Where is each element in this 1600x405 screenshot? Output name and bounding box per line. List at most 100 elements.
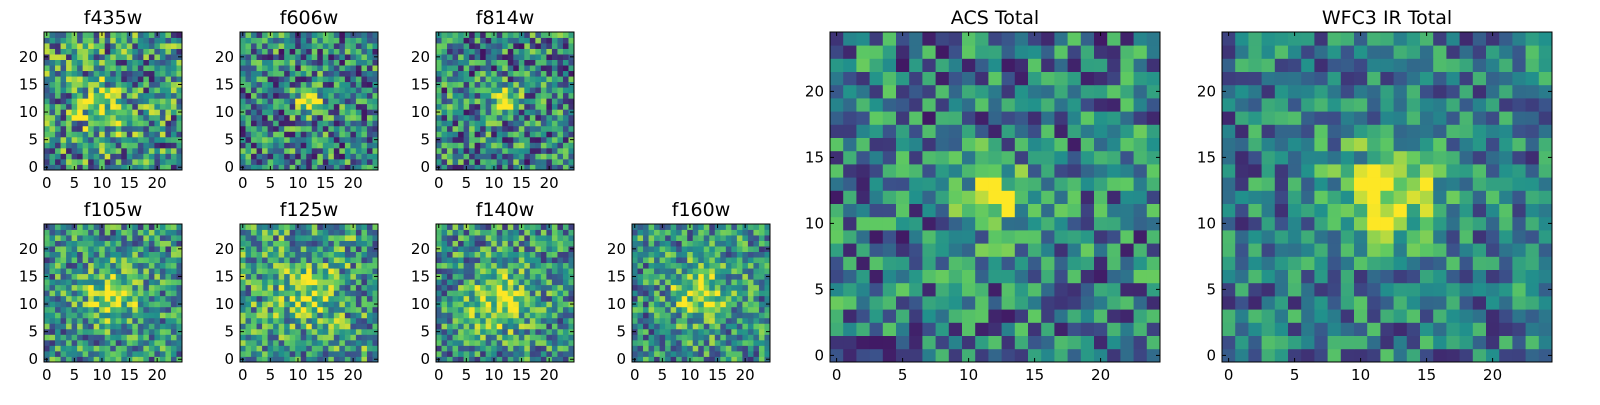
heatmap-cell: [671, 323, 677, 329]
heatmap-cell: [301, 49, 307, 55]
heatmap-cell: [458, 285, 464, 291]
heatmap-cell: [508, 82, 514, 88]
heatmap-cell: [301, 93, 307, 99]
heatmap-cell: [273, 329, 279, 335]
heatmap-cell: [110, 148, 116, 154]
heatmap-cell: [61, 76, 67, 82]
heatmap-cell: [251, 323, 257, 329]
heatmap-cell: [671, 351, 677, 357]
heatmap-cell: [83, 32, 89, 38]
heatmap-cell: [731, 257, 737, 263]
heatmap-cell: [720, 224, 726, 230]
heatmap-cell: [949, 309, 963, 323]
heatmap-cell: [508, 159, 514, 165]
heatmap-cell: [323, 307, 329, 313]
heatmap-cell: [486, 301, 492, 307]
heatmap-cell: [720, 268, 726, 274]
heatmap-cell: [508, 312, 514, 318]
heatmap-cell: [284, 246, 290, 252]
heatmap-cell: [497, 87, 503, 93]
heatmap-cell: [290, 241, 296, 247]
heatmap-cell: [535, 279, 541, 285]
heatmap-cell: [475, 329, 481, 335]
heatmap-cell: [491, 241, 497, 247]
heatmap-cell: [99, 38, 105, 44]
heatmap-cell: [94, 104, 100, 110]
heatmap-cell: [138, 329, 144, 335]
heatmap-cell: [149, 159, 155, 165]
heatmap-cell: [1054, 256, 1068, 270]
heatmap-cell: [72, 148, 78, 154]
heatmap-cell: [361, 131, 367, 137]
heatmap-cell: [649, 296, 655, 302]
heatmap-cell: [323, 82, 329, 88]
heatmap-cell: [306, 274, 312, 280]
heatmap-cell: [883, 164, 897, 178]
heatmap-cell: [339, 142, 345, 148]
heatmap-cell: [486, 159, 492, 165]
heatmap-cell: [715, 307, 721, 313]
heatmap-cell: [77, 323, 83, 329]
heatmap-cell: [55, 65, 61, 71]
heatmap-cell: [138, 82, 144, 88]
heatmap-cell: [480, 54, 486, 60]
heatmap-cell: [323, 268, 329, 274]
heatmap-cell: [61, 93, 67, 99]
heatmap-cell: [268, 257, 274, 263]
heatmap-cell: [105, 54, 111, 60]
heatmap-cell: [262, 246, 268, 252]
heatmap-cell: [317, 76, 323, 82]
heatmap-cell: [50, 87, 56, 93]
heatmap-cell: [367, 252, 373, 258]
heatmap-cell: [909, 309, 923, 323]
heatmap-cell: [268, 71, 274, 77]
heatmap-cell: [469, 323, 475, 329]
heatmap-cell: [154, 307, 160, 313]
heatmap-cell: [160, 274, 166, 280]
heatmap-cell: [246, 263, 252, 269]
heatmap-cell: [535, 246, 541, 252]
heatmap-cell: [638, 307, 644, 313]
heatmap-cell: [312, 32, 318, 38]
heatmap-cell: [154, 296, 160, 302]
heatmap-cell: [524, 126, 530, 132]
heatmap-cell: [350, 115, 356, 121]
heatmap-cell: [502, 235, 508, 241]
heatmap-cell: [257, 257, 263, 263]
heatmap-cell: [273, 323, 279, 329]
heatmap-cell: [1015, 309, 1029, 323]
heatmap-cell: [290, 224, 296, 230]
heatmap-cell: [121, 285, 127, 291]
heatmap-cell: [524, 148, 530, 154]
heatmap-cell: [328, 54, 334, 60]
heatmap-cell: [1068, 309, 1082, 323]
heatmap-cell: [301, 241, 307, 247]
heatmap-cell: [475, 279, 481, 285]
heatmap-cell: [436, 307, 442, 313]
heatmap-cell: [257, 126, 263, 132]
heatmap-cell: [687, 230, 693, 236]
heatmap-cell: [273, 65, 279, 71]
heatmap-cell: [127, 290, 133, 296]
heatmap-cell: [546, 257, 552, 263]
heatmap-cell: [367, 340, 373, 346]
heatmap-cell: [116, 32, 122, 38]
heatmap-cell: [524, 345, 530, 351]
heatmap-cell: [306, 38, 312, 44]
heatmap-cell: [442, 49, 448, 55]
heatmap-cell: [524, 49, 530, 55]
heatmap-cell: [541, 351, 547, 357]
heatmap-cell: [246, 329, 252, 335]
panel-title: f140w: [476, 199, 535, 221]
heatmap-cell: [143, 104, 149, 110]
heatmap-cell: [88, 345, 94, 351]
heatmap-cell: [731, 340, 737, 346]
heatmap-cell: [132, 263, 138, 269]
heatmap-cell: [94, 301, 100, 307]
heatmap-cell: [726, 285, 732, 291]
heatmap-cell: [936, 243, 950, 257]
heatmap-cell: [530, 285, 536, 291]
heatmap-cell: [77, 120, 83, 126]
heatmap-cell: [99, 345, 105, 351]
heatmap-cell: [55, 82, 61, 88]
